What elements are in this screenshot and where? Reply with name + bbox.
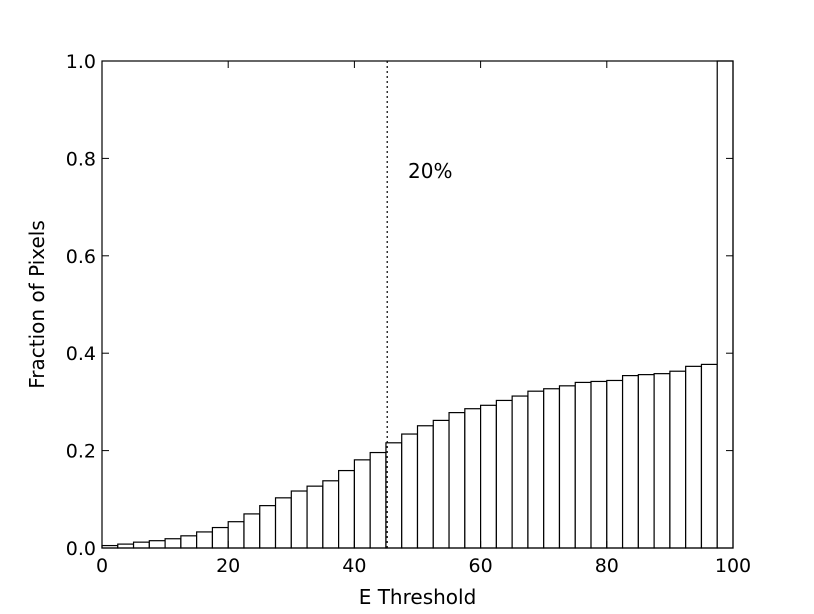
histogram-bar-14: [322, 480, 340, 549]
histogram-bar-2: [132, 541, 150, 549]
histogram-bar-31: [590, 380, 608, 549]
histogram-bar-23: [464, 408, 482, 549]
bars-layer: [101, 60, 734, 549]
histogram-bar-5: [180, 535, 198, 549]
x-tick-label-2: 40: [342, 555, 366, 577]
histogram-bar-39: [716, 60, 734, 549]
histogram-bar-18: [385, 442, 403, 549]
y-axis-title: Fraction of Pixels: [25, 220, 49, 389]
histogram-bar-34: [637, 374, 655, 549]
histogram-bar-12: [290, 490, 308, 549]
histogram-bar-24: [480, 404, 497, 549]
x-tick-label-5: 100: [715, 555, 751, 577]
histogram-bar-10: [259, 505, 277, 549]
y-tick-label-2: 0.4: [66, 343, 96, 365]
histogram-bar-32: [606, 379, 624, 549]
histogram-bar-7: [211, 526, 229, 549]
histogram-bar-15: [338, 469, 355, 549]
tick-labels-layer: 0 20 40 60 80 100 0.0 0.2 0.4 0.6 0.8 1.0: [66, 51, 751, 577]
histogram-bar-21: [432, 419, 450, 549]
x-tick-label-3: 60: [469, 555, 493, 577]
histogram-bar-37: [685, 365, 703, 549]
histogram-bar-30: [574, 381, 592, 549]
y-tick-label-1: 0.2: [66, 441, 96, 463]
y-tick-label-3: 0.6: [66, 246, 96, 268]
histogram-bar-35: [653, 373, 671, 549]
histogram-bar-19: [401, 433, 419, 549]
histogram-bar-3: [148, 540, 166, 549]
histogram-bar-13: [306, 485, 324, 549]
histogram-bar-38: [700, 363, 718, 549]
histogram-bar-9: [243, 513, 261, 549]
histogram-bar-6: [196, 531, 214, 549]
x-axis-title: E Threshold: [359, 585, 477, 609]
histogram-bar-33: [621, 375, 639, 549]
histogram-bar-4: [164, 538, 182, 549]
histogram-bar-36: [669, 370, 687, 549]
y-tick-label-5: 1.0: [66, 51, 96, 73]
histogram-bar-11: [274, 497, 292, 549]
x-tick-label-1: 20: [216, 555, 240, 577]
histogram-bar-8: [227, 521, 245, 549]
histogram-bar-27: [527, 390, 545, 549]
threshold-annotation: 20%: [408, 159, 452, 183]
y-tick-label-0: 0.0: [66, 538, 96, 560]
y-tick-label-4: 0.8: [66, 148, 96, 170]
histogram-bar-28: [543, 388, 561, 549]
histogram-bar-22: [448, 412, 466, 549]
histogram-bar-29: [558, 385, 576, 549]
ticks-layer: [101, 60, 734, 549]
histogram-bar-17: [369, 451, 387, 549]
histogram-bar-16: [353, 459, 371, 549]
plot-frame: [101, 60, 734, 549]
histogram-bar-26: [511, 395, 529, 549]
histogram-bar-25: [495, 399, 513, 549]
histogram-bar-20: [416, 425, 434, 549]
x-tick-label-4: 80: [595, 555, 619, 577]
x-tick-label-0: 0: [96, 555, 108, 577]
